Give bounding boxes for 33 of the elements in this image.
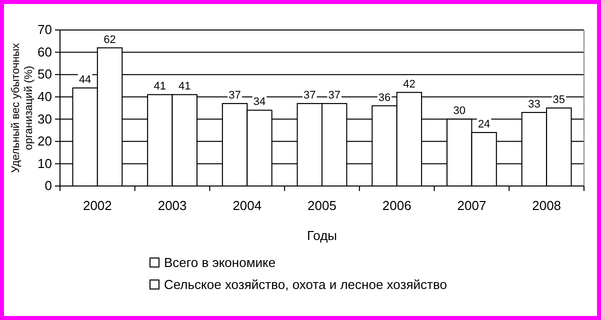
data-label: 37 — [304, 90, 316, 102]
y-tick-label: 10 — [38, 156, 52, 171]
x-tick-label: 2007 — [457, 198, 486, 214]
y-tick-label: 50 — [38, 66, 52, 82]
x-tick-label: 2008 — [532, 198, 562, 214]
data-label: 36 — [378, 92, 391, 104]
y-tick-label: 0 — [44, 178, 52, 194]
data-label: 37 — [228, 90, 241, 102]
x-tick-label: 2004 — [232, 198, 262, 214]
data-label: 33 — [528, 98, 540, 110]
x-tick-label: 2006 — [382, 198, 412, 214]
data-label: 30 — [453, 105, 466, 118]
data-label: 37 — [328, 90, 340, 102]
data-label: 35 — [552, 94, 566, 106]
y-axis-title: Удельный вес убыточных организаций (%) — [10, 42, 35, 173]
legend-label: Всего в экономике — [164, 255, 276, 270]
x-tick-label: 2002 — [82, 198, 112, 214]
y-tick-label: 40 — [38, 89, 52, 104]
data-label: 41 — [154, 80, 166, 93]
y-tick-label: 60 — [38, 44, 52, 60]
data-label: 41 — [178, 80, 191, 93]
x-tick-label: 2003 — [158, 198, 187, 214]
x-axis-title: Годы — [306, 228, 338, 243]
y-tick-label: 20 — [38, 134, 52, 149]
data-label: 42 — [403, 78, 416, 90]
y-tick-label: 70 — [38, 22, 52, 38]
x-tick-label: 2005 — [308, 198, 336, 214]
y-tick-label: 30 — [38, 111, 52, 126]
data-label: 62 — [104, 34, 116, 46]
data-label: 44 — [78, 74, 92, 86]
data-label: 24 — [478, 118, 490, 131]
data-label: 34 — [253, 96, 266, 108]
legend-label: Сельское хозяйство, охота и лесное хозяйство — [164, 277, 447, 292]
